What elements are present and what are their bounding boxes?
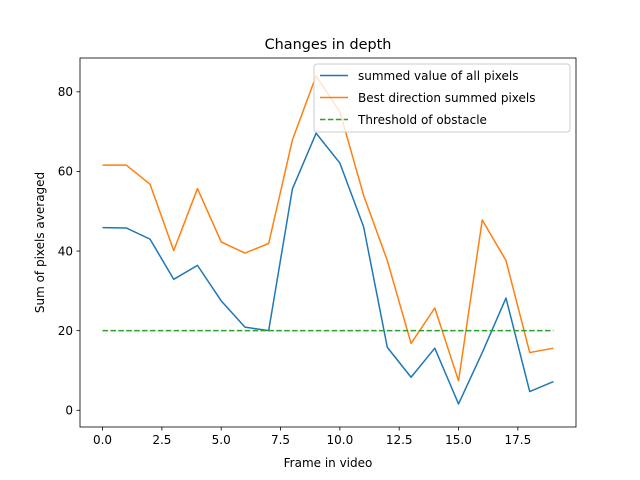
legend: summed value of all pixels Best direction…	[313, 63, 571, 133]
legend-box	[313, 63, 571, 133]
x-tick-label: 17.5	[504, 433, 531, 447]
y-tick-label: 20	[58, 324, 73, 338]
y-tick-label: 0	[65, 404, 73, 418]
legend-label-1: summed value of all pixels	[358, 69, 519, 83]
y-tick-label: 80	[58, 85, 73, 99]
legend-label-3: Threshold of obstacle	[357, 113, 487, 127]
y-tick-label: 40	[58, 244, 73, 258]
y-axis-ticks: 0 20 40 60 80	[58, 85, 80, 418]
y-axis-label: Sum of pixels averaged	[33, 172, 47, 313]
x-tick-label: 2.5	[152, 433, 171, 447]
chart-title: Changes in depth	[265, 37, 392, 53]
x-tick-label: 12.5	[386, 433, 413, 447]
x-tick-label: 5.0	[212, 433, 231, 447]
y-tick-label: 60	[58, 165, 73, 179]
x-axis-label: Frame in video	[284, 456, 373, 470]
x-tick-label: 10.0	[327, 433, 354, 447]
x-tick-label: 0.0	[93, 433, 112, 447]
plot-frame	[79, 57, 577, 428]
x-tick-label: 7.5	[271, 433, 290, 447]
legend-label-2: Best direction summed pixels	[358, 91, 536, 105]
x-tick-label: 15.0	[445, 433, 472, 447]
x-axis-ticks: 0.0 2.5 5.0 7.5 10.0 12.5 15.0 17.5	[93, 427, 531, 447]
series-line-1	[102, 132, 554, 405]
